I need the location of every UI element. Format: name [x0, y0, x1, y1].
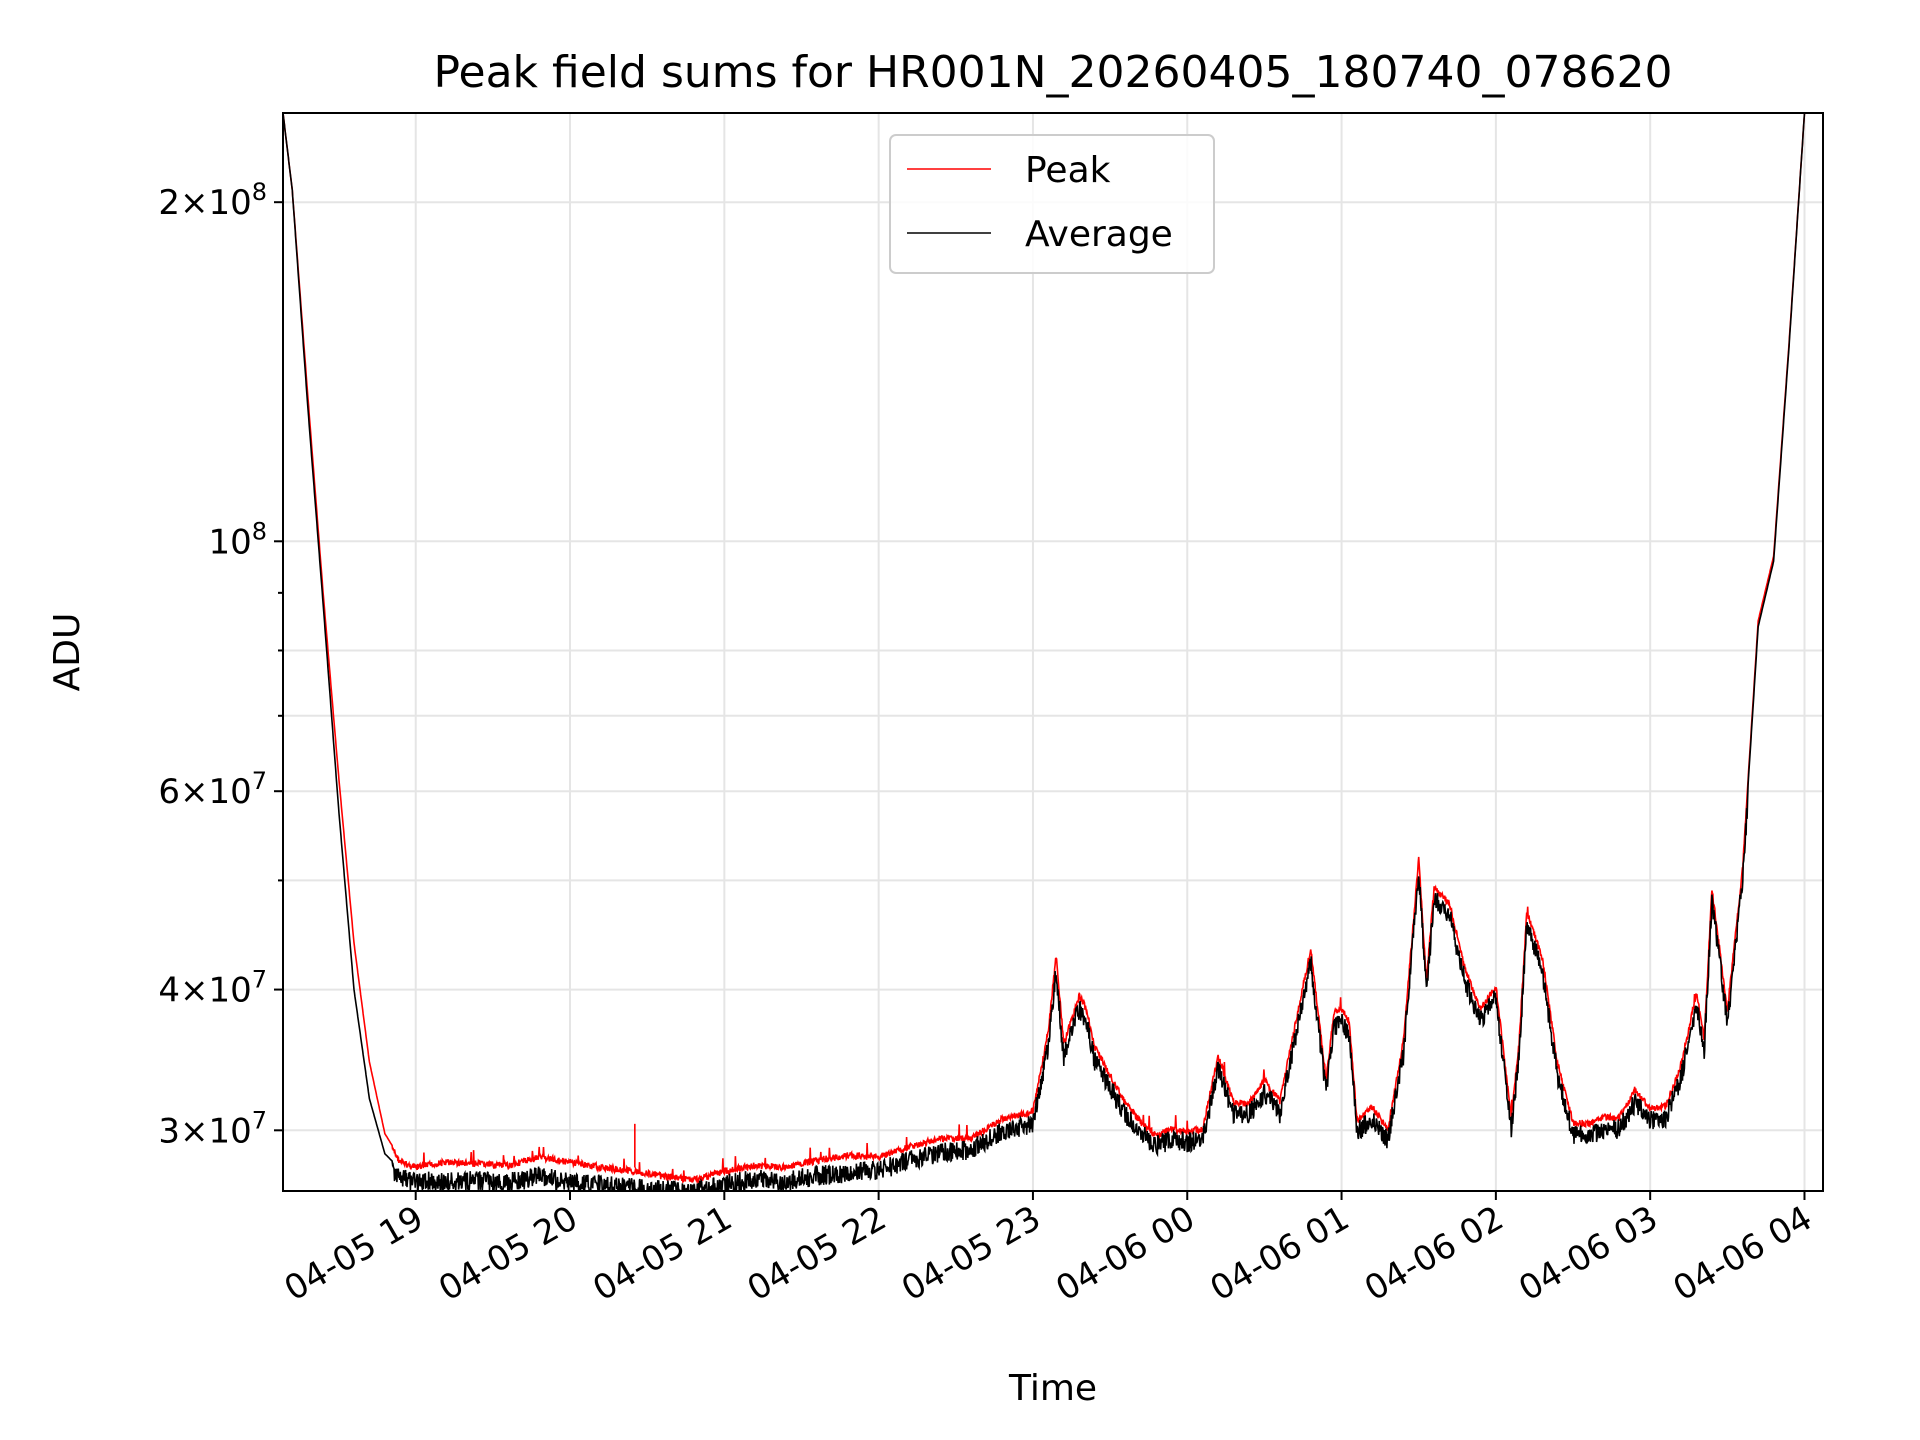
y-axis-label: ADU — [47, 613, 88, 692]
series-average-line — [283, 113, 1823, 1191]
legend-average-label: Average — [1025, 214, 1173, 255]
series-layer — [283, 113, 1823, 1191]
chart-title: Peak field sums for HR001N_20260405_1807… — [434, 47, 1673, 98]
x-axis-label: Time — [1008, 1368, 1097, 1409]
legend-peak-label: Peak — [1025, 150, 1111, 191]
y-tick-label: 4×107 — [158, 966, 267, 1011]
grid — [283, 113, 1823, 1191]
y-tick-label: 108 — [208, 517, 267, 562]
y-tick-label: 6×107 — [158, 767, 267, 812]
series-peak-line — [283, 113, 1823, 1185]
y-tick-label: 3×107 — [158, 1106, 267, 1151]
y-axis: 3×107 4×107 6×107 108 2×108 — [158, 178, 283, 1151]
y-tick-label: 2×108 — [158, 178, 267, 223]
plot-frame — [282, 112, 1824, 1192]
legend: Peak Average — [889, 134, 1215, 274]
